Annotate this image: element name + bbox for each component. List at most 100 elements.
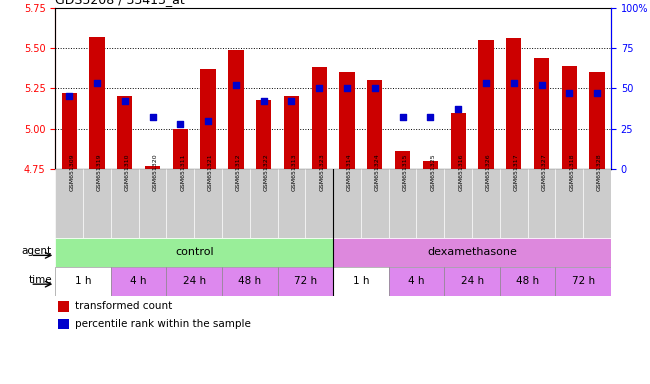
Bar	[562, 66, 577, 169]
Point	[592, 90, 603, 96]
Text: 1 h: 1 h	[75, 276, 91, 286]
Bar	[389, 169, 417, 238]
Bar	[361, 169, 389, 238]
Point	[481, 80, 491, 86]
Point	[203, 118, 213, 124]
Bar	[145, 166, 160, 169]
Point	[148, 114, 158, 121]
Point	[175, 121, 185, 127]
Bar	[445, 267, 500, 296]
Text: GSM651311: GSM651311	[180, 154, 185, 191]
Bar	[55, 169, 83, 238]
Text: GSM651326: GSM651326	[486, 154, 491, 191]
Bar	[333, 169, 361, 238]
Point	[425, 114, 436, 121]
Text: GSM651323: GSM651323	[319, 154, 324, 191]
Bar	[555, 267, 611, 296]
Bar	[333, 267, 389, 296]
Bar	[500, 267, 556, 296]
Text: GSM651322: GSM651322	[264, 154, 268, 191]
Bar	[222, 267, 278, 296]
Bar	[450, 113, 466, 169]
Bar	[58, 319, 69, 329]
Bar	[222, 169, 250, 238]
Bar	[306, 169, 333, 238]
Text: GSM651325: GSM651325	[430, 154, 436, 191]
Text: time: time	[29, 275, 52, 285]
Point	[508, 80, 519, 86]
Text: control: control	[175, 247, 213, 258]
Text: 72 h: 72 h	[571, 276, 595, 286]
Bar	[117, 96, 133, 169]
Text: GSM651317: GSM651317	[514, 154, 519, 191]
Text: percentile rank within the sample: percentile rank within the sample	[75, 319, 251, 329]
Text: GSM651318: GSM651318	[569, 154, 575, 191]
Point	[314, 85, 324, 91]
Text: GSM651310: GSM651310	[125, 154, 130, 191]
Bar	[333, 238, 611, 267]
Text: transformed count: transformed count	[75, 301, 172, 311]
Text: 48 h: 48 h	[516, 276, 540, 286]
Text: 24 h: 24 h	[460, 276, 484, 286]
Point	[397, 114, 408, 121]
Bar	[422, 161, 438, 169]
Bar	[166, 169, 194, 238]
Point	[231, 82, 241, 88]
Bar	[339, 72, 355, 169]
Bar	[89, 37, 105, 169]
Bar	[583, 169, 611, 238]
Text: dexamethasone: dexamethasone	[427, 247, 517, 258]
Bar	[534, 58, 549, 169]
Point	[259, 98, 269, 104]
Bar	[506, 38, 521, 169]
Text: GSM651313: GSM651313	[291, 154, 296, 191]
Bar	[228, 50, 244, 169]
Bar	[62, 93, 77, 169]
Bar	[256, 99, 271, 169]
Text: GSM651321: GSM651321	[208, 154, 213, 191]
Point	[564, 90, 575, 96]
Text: GSM651328: GSM651328	[597, 154, 602, 191]
Text: GSM651324: GSM651324	[375, 154, 380, 191]
Text: 72 h: 72 h	[294, 276, 317, 286]
Bar	[173, 129, 188, 169]
Bar	[555, 169, 583, 238]
Point	[342, 85, 352, 91]
Point	[536, 82, 547, 88]
Point	[64, 93, 74, 99]
Bar	[55, 267, 111, 296]
Bar	[478, 40, 493, 169]
Text: GSM651309: GSM651309	[69, 154, 74, 191]
Bar	[528, 169, 556, 238]
Bar	[395, 151, 410, 169]
Bar	[166, 267, 222, 296]
Text: GSM651320: GSM651320	[153, 154, 157, 191]
Bar	[194, 169, 222, 238]
Bar	[58, 301, 69, 312]
Point	[92, 80, 102, 86]
Bar	[111, 169, 138, 238]
Bar	[472, 169, 500, 238]
Text: GSM651319: GSM651319	[97, 154, 102, 191]
Bar	[83, 169, 111, 238]
Bar	[278, 169, 306, 238]
Point	[453, 106, 463, 113]
Bar	[590, 72, 605, 169]
Bar	[367, 80, 382, 169]
Text: agent: agent	[22, 246, 52, 256]
Bar	[417, 169, 445, 238]
Point	[286, 98, 296, 104]
Bar	[284, 96, 299, 169]
Bar	[311, 67, 327, 169]
Bar	[500, 169, 528, 238]
Bar	[200, 69, 216, 169]
Bar	[445, 169, 472, 238]
Text: GSM651315: GSM651315	[402, 154, 408, 191]
Text: 48 h: 48 h	[238, 276, 261, 286]
Text: 4 h: 4 h	[408, 276, 424, 286]
Text: GSM651316: GSM651316	[458, 154, 463, 191]
Text: GSM651312: GSM651312	[236, 154, 241, 191]
Text: 1 h: 1 h	[353, 276, 369, 286]
Text: 24 h: 24 h	[183, 276, 206, 286]
Bar	[250, 169, 278, 238]
